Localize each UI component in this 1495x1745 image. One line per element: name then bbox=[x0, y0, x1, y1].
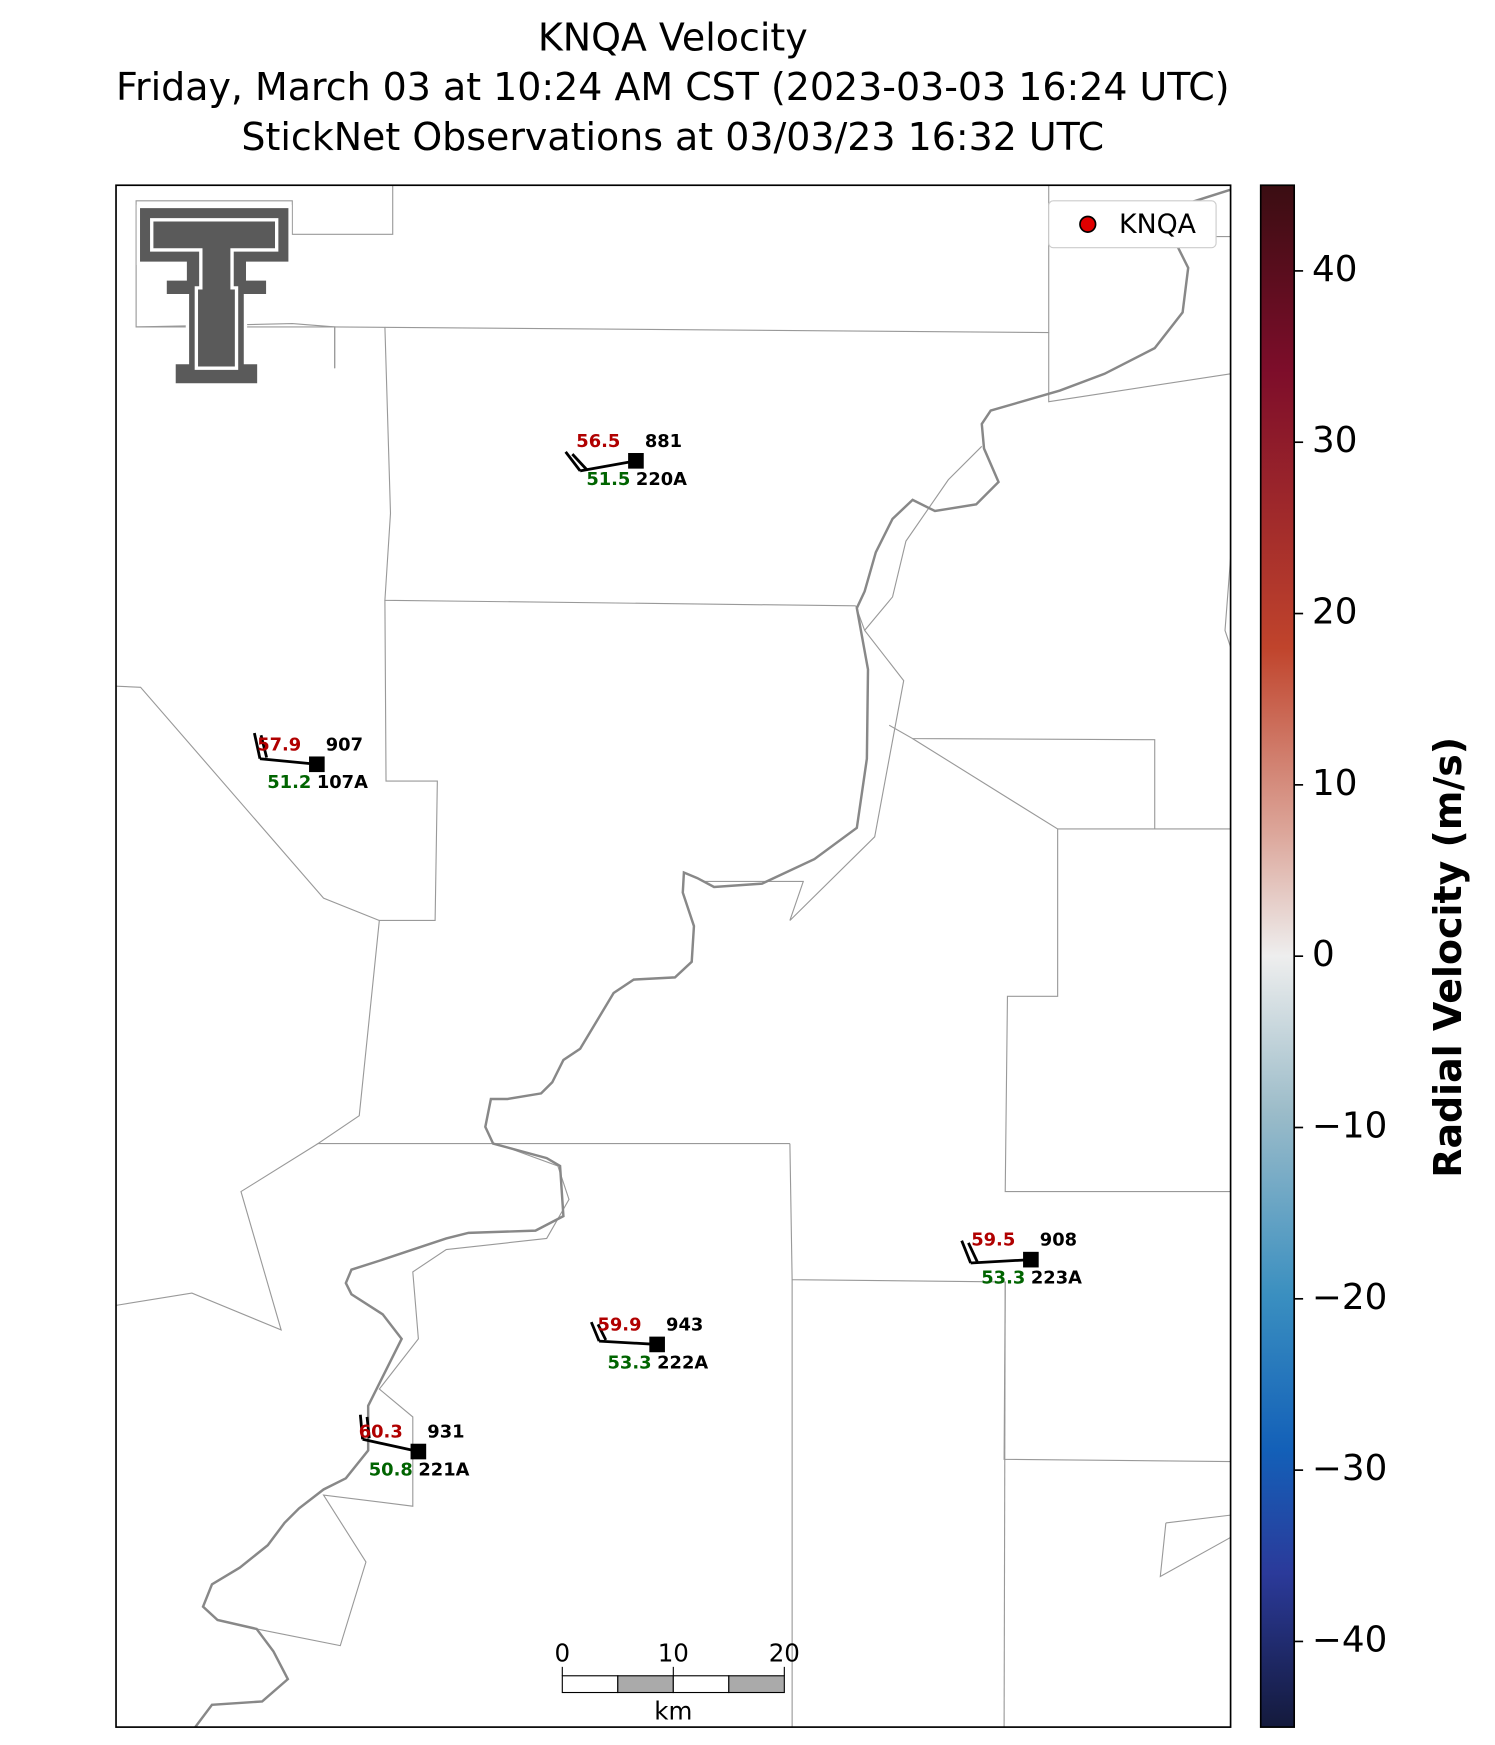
colorbar-tick-label: 10 bbox=[1312, 763, 1357, 804]
dewpoint: 51.5 bbox=[586, 469, 630, 490]
pressure: 908 bbox=[1040, 1230, 1077, 1251]
dewpoint: 50.8 bbox=[369, 1459, 413, 1480]
subtitle: Friday, March 03 at 10:24 AM CST (2023-0… bbox=[116, 65, 1230, 109]
legend-marker bbox=[1079, 215, 1097, 233]
station-id: 221A bbox=[418, 1459, 469, 1480]
dewpoint: 53.3 bbox=[608, 1352, 652, 1373]
wind-staff bbox=[599, 1339, 658, 1346]
legend-label: KNQA bbox=[1119, 209, 1197, 240]
wind-barb bbox=[564, 451, 582, 472]
wind-barb bbox=[253, 732, 262, 759]
station-id: 220A bbox=[636, 469, 687, 490]
colorbar-tick-label: −30 bbox=[1312, 1448, 1387, 1489]
scale-segment bbox=[561, 1675, 619, 1694]
scale-unit: km bbox=[654, 1697, 692, 1726]
temperature: 59.5 bbox=[971, 1230, 1015, 1251]
wind-staff bbox=[362, 1437, 419, 1453]
dewpoint: 51.2 bbox=[267, 772, 311, 793]
wind-barb bbox=[358, 1414, 364, 1440]
scale-label: 10 bbox=[658, 1639, 689, 1668]
legend-box bbox=[1048, 200, 1217, 249]
dewpoint: 53.3 bbox=[981, 1268, 1025, 1289]
station-marker bbox=[410, 1443, 427, 1460]
scale-segment bbox=[617, 1675, 674, 1694]
temperature: 59.9 bbox=[597, 1314, 641, 1335]
station-marker bbox=[628, 453, 644, 469]
scale-label: 0 bbox=[554, 1639, 570, 1668]
wind-barb bbox=[590, 1321, 601, 1342]
scale-segment bbox=[672, 1675, 730, 1694]
colorbar-tick-label: −20 bbox=[1312, 1277, 1387, 1318]
wind-staff bbox=[970, 1258, 1031, 1265]
wind-barb bbox=[571, 453, 588, 471]
wind-barb bbox=[365, 1416, 371, 1439]
wind-staff bbox=[259, 757, 317, 766]
wind-barb bbox=[259, 734, 268, 758]
map-frame bbox=[115, 184, 1232, 1728]
pressure: 943 bbox=[666, 1314, 703, 1335]
colorbar-tick-label: −40 bbox=[1312, 1619, 1387, 1660]
temperature: 57.9 bbox=[257, 734, 301, 755]
wind-barb bbox=[960, 1240, 972, 1264]
legend: KNQA bbox=[1048, 200, 1217, 249]
station-id: 223A bbox=[1031, 1268, 1082, 1289]
colorbar-tick-label: 30 bbox=[1312, 420, 1357, 461]
station-id: 107A bbox=[317, 772, 368, 793]
wind-barb bbox=[596, 1323, 608, 1341]
scale-segment bbox=[728, 1675, 785, 1694]
colorbar-tick-label: 40 bbox=[1312, 249, 1357, 290]
ttu-logo bbox=[136, 204, 292, 387]
colorbar-label: Radial Velocity (m/s) bbox=[1426, 737, 1470, 1178]
colorbar bbox=[1259, 184, 1296, 1728]
basemap bbox=[116, 185, 1231, 1728]
scale-label: 20 bbox=[769, 1639, 800, 1668]
wind-staff bbox=[579, 459, 637, 473]
station-marker bbox=[1023, 1251, 1039, 1268]
pressure: 907 bbox=[326, 734, 363, 755]
colorbar-tick-label: −10 bbox=[1312, 1105, 1387, 1146]
pressure: 931 bbox=[427, 1422, 464, 1443]
temperature: 56.5 bbox=[576, 431, 620, 452]
station-marker bbox=[649, 1336, 665, 1353]
station-marker bbox=[309, 756, 325, 773]
temperature: 60.3 bbox=[359, 1422, 403, 1443]
colorbar-tick-label: 20 bbox=[1312, 592, 1357, 633]
pressure: 881 bbox=[645, 431, 682, 452]
colorbar-tick-label: 0 bbox=[1312, 934, 1335, 975]
wind-barb bbox=[967, 1242, 979, 1263]
station-id: 222A bbox=[657, 1352, 708, 1373]
title: KNQA Velocity bbox=[538, 16, 808, 60]
subtitle: StickNet Observations at 03/03/23 16:32 … bbox=[241, 115, 1104, 159]
